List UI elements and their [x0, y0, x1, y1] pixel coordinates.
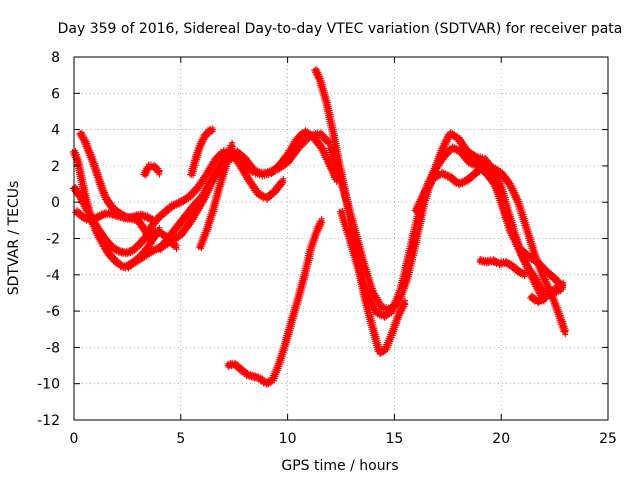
series-track-6 — [140, 161, 163, 179]
data-point — [154, 169, 160, 175]
data-point — [148, 240, 154, 247]
data-point — [173, 246, 180, 252]
series-track-4 — [72, 207, 156, 225]
data-points — [69, 66, 569, 388]
data-point — [156, 171, 163, 178]
